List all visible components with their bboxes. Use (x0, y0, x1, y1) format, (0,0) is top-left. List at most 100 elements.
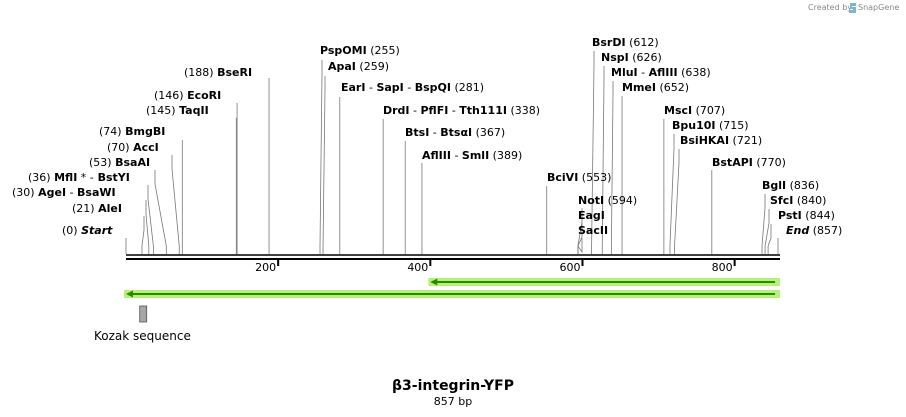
enzyme-label: BtsI - BtsαI (367) (405, 126, 505, 139)
feature-label: Kozak sequence (94, 329, 191, 343)
cut-site-lines (125, 51, 779, 254)
enzyme-label: BciVI (553) (547, 171, 611, 184)
enzyme-name: EcoRI (187, 89, 221, 102)
enzyme-name: EagI (578, 209, 605, 222)
cut-position: (188) (184, 66, 214, 79)
enzyme-name: ApaI (328, 60, 356, 73)
cut-site-line (145, 200, 150, 254)
enzyme-label: AflIII - SmlI (389) (422, 149, 522, 162)
separator: - (404, 81, 415, 94)
enzyme-name: BstAPI (712, 156, 753, 169)
tick-label: 400 (407, 261, 428, 274)
enzyme-label: (21) AleI (72, 202, 122, 215)
enzyme-label: End (857) (786, 224, 842, 237)
cut-site-line (141, 216, 145, 254)
enzyme-name: BsiHKAI (680, 134, 729, 147)
cut-position: (626) (632, 51, 662, 64)
enzyme-name: SapI (376, 81, 403, 94)
cut-site-line (669, 134, 675, 254)
enzyme-label: SacII (578, 224, 608, 237)
cut-position: (857) (813, 224, 843, 237)
cut-site-line (322, 76, 326, 254)
feature-track: Kozak sequence (94, 278, 780, 343)
cut-position: (145) (146, 104, 176, 117)
enzyme-label: (36) MflI * - BstYI (28, 171, 130, 184)
snapgene-credit: Created by SnapGene (808, 3, 899, 13)
cut-site-line (761, 194, 766, 254)
cut-position: (21) (72, 202, 95, 215)
cut-position: (715) (719, 119, 749, 132)
cut-position: (840) (797, 194, 827, 207)
cut-site-line (767, 224, 772, 254)
enzyme-label: NspI (626) (601, 51, 662, 64)
enzyme-name: AflIII (649, 66, 678, 79)
separator: - (429, 126, 440, 139)
cut-site-line (764, 209, 770, 254)
enzyme-label: (188) BseRI (184, 66, 252, 79)
enzyme-name: BsaAI (115, 156, 150, 169)
cut-position: (638) (681, 66, 711, 79)
enzyme-label: EagI (578, 209, 605, 222)
cut-site-line (154, 170, 167, 254)
cut-site-line (171, 155, 180, 254)
map-length: 857 bp (434, 395, 472, 408)
enzyme-label: DrdI - PflFI - Tth111I (338) (383, 104, 540, 117)
tick-label: 200 (255, 261, 276, 274)
enzyme-name: BspQI (415, 81, 451, 94)
cut-site-line (591, 51, 595, 254)
cut-site-line (610, 81, 614, 254)
cut-position: (844) (805, 209, 835, 222)
cut-position: (0) (62, 224, 78, 237)
enzyme-name: MmeI (622, 81, 656, 94)
cut-position: (255) (370, 44, 400, 57)
cut-position: (721) (733, 134, 763, 147)
enzyme-label: (145) TaqII (146, 104, 209, 117)
cut-position: (74) (99, 125, 122, 138)
enzyme-name: BtsI (405, 126, 429, 139)
enzyme-name: SmlI (462, 149, 489, 162)
separator: - (451, 149, 462, 162)
enzyme-labels: PspOMI (255) ApaI (259) (188) BseRI EarI - … (12, 36, 842, 237)
cut-position: (594) (608, 194, 638, 207)
enzyme-name: AccI (133, 141, 159, 154)
enzyme-name: Start (81, 224, 113, 237)
enzyme-label: EarI - SapI - BspQI (281) (341, 81, 484, 94)
enzyme-label: NotI (594) (578, 194, 637, 207)
enzyme-name: MscI (664, 104, 692, 117)
enzyme-name: PflFI (421, 104, 449, 117)
map-title: β3-integrin-YFP (392, 378, 514, 394)
enzyme-label: (53) BsaAI (89, 156, 150, 169)
cut-position: (389) (493, 149, 523, 162)
enzyme-label: MluI - AflIII (638) (611, 66, 711, 79)
enzyme-name: MflI (54, 171, 77, 184)
cut-position: (70) (107, 141, 130, 154)
cut-position: (53) (89, 156, 112, 169)
tick-label: 600 (559, 261, 580, 274)
enzyme-name: AgeI (38, 186, 66, 199)
enzyme-label: Bpu10I (715) (672, 119, 749, 132)
cut-position: (30) (12, 186, 35, 199)
enzyme-label: BstAPI (770) (712, 156, 786, 169)
arrow-head-icon (126, 290, 133, 298)
enzyme-label: (146) EcoRI (154, 89, 221, 102)
tick-marks: 200 400 600 800 (255, 259, 736, 274)
enzyme-name: NspI (601, 51, 629, 64)
enzyme-name: BtsαI (440, 126, 472, 139)
cut-position: (770) (756, 156, 786, 169)
enzyme-name: PspOMI (320, 44, 367, 57)
enzyme-label: SfcI (840) (770, 194, 826, 207)
enzyme-label: (74) BmgBI (99, 125, 165, 138)
kozak-box[interactable] (139, 305, 148, 323)
cut-site-line (601, 66, 605, 254)
enzyme-name: EarI (341, 81, 365, 94)
separator: - (365, 81, 376, 94)
enzyme-label: PstI (844) (778, 209, 835, 222)
cut-position: (553) (582, 171, 612, 184)
enzyme-name: BsaWI (77, 186, 116, 199)
enzyme-label: MmeI (652) (622, 81, 689, 94)
credit-text: Created by (808, 3, 852, 12)
enzyme-label: MscI (707) (664, 104, 725, 117)
cut-site-line (674, 149, 680, 254)
enzyme-name: End (786, 224, 809, 237)
